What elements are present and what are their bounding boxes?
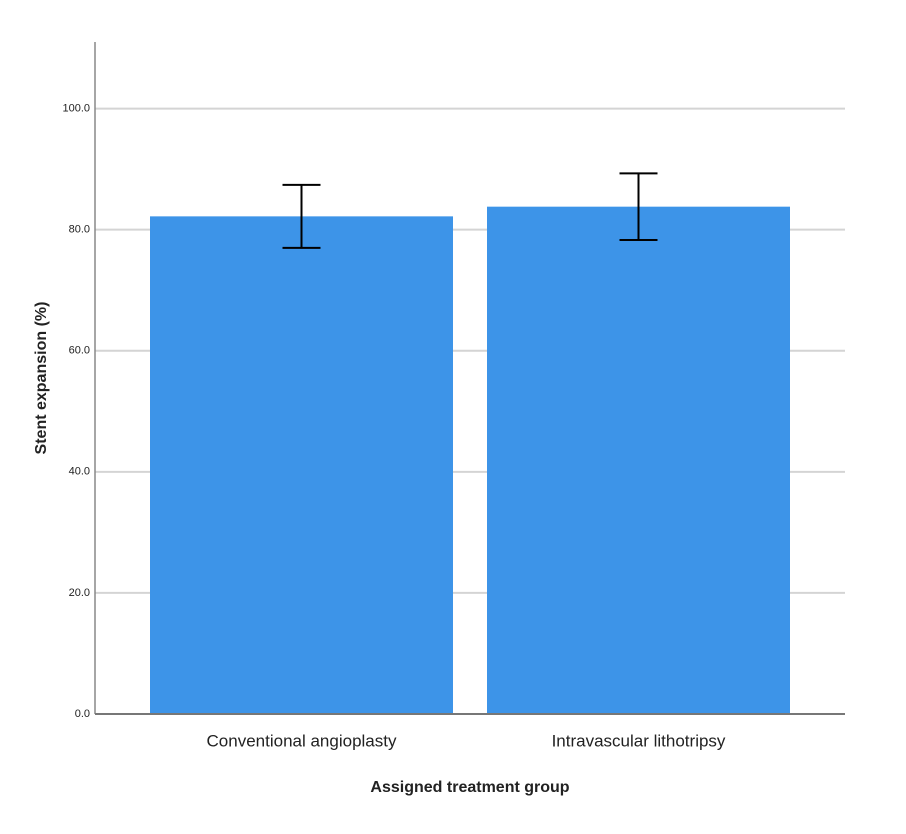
x-tick-label: Intravascular lithotripsy — [552, 731, 726, 750]
error-bar — [282, 183, 321, 249]
x-axis-title: Assigned treatment group — [370, 779, 569, 796]
x-tick-label: Conventional angioplasty — [207, 731, 397, 750]
y-tick-label: 100.0 — [62, 103, 90, 115]
y-tick-label: 0.0 — [75, 708, 90, 720]
bar — [150, 216, 453, 714]
y-tick-label: 80.0 — [69, 224, 90, 236]
y-tick-label: 60.0 — [69, 345, 90, 357]
bar — [487, 206, 790, 714]
y-tick-label: 20.0 — [69, 587, 90, 599]
error-bar — [619, 172, 658, 241]
y-axis-title: Stent expansion (%) — [33, 302, 50, 455]
y-tick-label: 40.0 — [69, 466, 90, 478]
